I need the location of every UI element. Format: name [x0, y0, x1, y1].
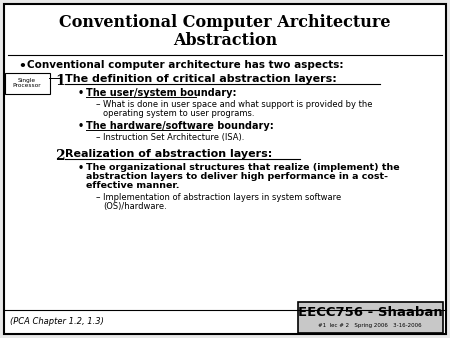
Text: (PCA Chapter 1.2, 1.3): (PCA Chapter 1.2, 1.3) — [10, 317, 104, 327]
Text: •: • — [78, 88, 84, 98]
Text: Conventional computer architecture has two aspects:: Conventional computer architecture has t… — [27, 60, 343, 70]
Text: Implementation of abstraction layers in system software: Implementation of abstraction layers in … — [103, 193, 341, 202]
Text: The definition of critical abstraction layers:: The definition of critical abstraction l… — [65, 74, 337, 84]
Text: abstraction layers to deliver high performance in a cost-: abstraction layers to deliver high perfo… — [86, 172, 388, 181]
Text: The organizational structures that realize (implement) the: The organizational structures that reali… — [86, 163, 400, 172]
Text: 2: 2 — [55, 149, 65, 163]
Text: –: – — [96, 100, 100, 109]
Text: Instruction Set Architecture (ISA).: Instruction Set Architecture (ISA). — [103, 133, 244, 142]
Text: effective manner.: effective manner. — [86, 181, 180, 190]
Text: (OS)/hardware.: (OS)/hardware. — [103, 202, 167, 211]
Text: The user/system boundary:: The user/system boundary: — [86, 88, 237, 98]
Text: 1: 1 — [55, 74, 65, 88]
Text: Abstraction: Abstraction — [173, 32, 277, 49]
Text: What is done in user space and what support is provided by the: What is done in user space and what supp… — [103, 100, 373, 109]
Text: operating system to user programs.: operating system to user programs. — [103, 109, 255, 118]
Text: –: – — [96, 193, 100, 202]
FancyBboxPatch shape — [297, 301, 442, 333]
Text: •: • — [78, 163, 84, 173]
FancyBboxPatch shape — [4, 72, 50, 94]
Text: •: • — [78, 121, 84, 131]
FancyBboxPatch shape — [4, 4, 446, 334]
Text: Conventional Computer Architecture: Conventional Computer Architecture — [59, 14, 391, 31]
Text: The hardware/software boundary:: The hardware/software boundary: — [86, 121, 274, 131]
Text: EECC756 - Shaaban: EECC756 - Shaaban — [297, 306, 442, 318]
Text: –: – — [96, 133, 100, 142]
Text: #1  lec # 2   Spring 2006   3-16-2006: #1 lec # 2 Spring 2006 3-16-2006 — [318, 323, 422, 329]
Text: Single
Processor: Single Processor — [13, 78, 41, 89]
Text: Realization of abstraction layers:: Realization of abstraction layers: — [65, 149, 272, 159]
Text: •: • — [18, 60, 26, 73]
